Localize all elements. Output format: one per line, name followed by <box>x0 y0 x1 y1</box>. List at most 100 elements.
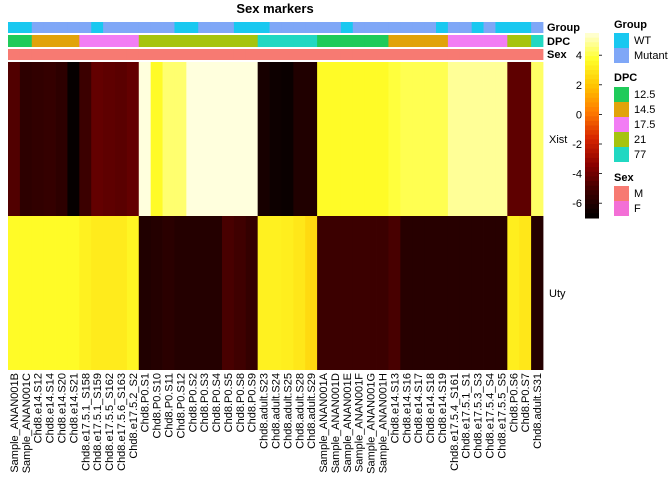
annotation-cell-dpc <box>495 35 508 47</box>
annotation-cell-group <box>340 22 354 33</box>
annotation-cell-sex <box>507 49 520 60</box>
legend-swatch <box>614 147 629 162</box>
annotation-cell-dpc <box>67 35 80 47</box>
annotation-cell-dpc <box>233 35 247 47</box>
annotation-cell-group <box>222 22 235 33</box>
annotation-cell-group <box>8 22 21 33</box>
annotation-cell-sex <box>55 49 68 60</box>
heatmap-cell <box>67 62 80 216</box>
colorbar-segment <box>585 93 599 99</box>
column-label: Sample_ANAN001H <box>378 373 390 473</box>
annotation-cell-group <box>150 22 163 33</box>
heatmap-cell <box>257 62 270 216</box>
annotation-cell-group <box>471 22 484 33</box>
annotation-cell-group <box>293 22 306 33</box>
annotation-cell-dpc <box>91 35 104 47</box>
colorbar-segment <box>585 107 599 113</box>
annotation-cell-dpc <box>305 35 318 47</box>
annotation-cell-group <box>245 22 259 33</box>
heatmap-cell <box>186 216 199 370</box>
colorbar-segment <box>585 42 599 48</box>
heatmap-cell <box>459 62 473 216</box>
heatmap-cell <box>233 62 247 216</box>
colorbar-tick-label: -2 <box>572 139 582 151</box>
colorbar-segment <box>585 176 599 182</box>
heatmap-cell <box>103 216 116 370</box>
heatmap-cell <box>317 216 330 370</box>
annotation-cell-dpc <box>412 35 425 47</box>
heatmap-cell <box>305 62 318 216</box>
annotation-cell-group <box>447 22 461 33</box>
annotation-cell-dpc <box>269 35 282 47</box>
annotation-cell-group <box>507 22 520 33</box>
heatmap-cell <box>412 62 425 216</box>
heatmap-cell <box>400 62 413 216</box>
heatmap-cell <box>174 62 187 216</box>
annotation-bars <box>8 22 544 60</box>
annotation-cell-sex <box>245 49 259 60</box>
annotation-cell-dpc <box>471 35 484 47</box>
column-label: Chd8.e14.S20 <box>57 373 69 443</box>
annotation-cell-dpc <box>388 35 401 47</box>
heatmap-cell <box>8 216 21 370</box>
column-label: Chd8.e17.5.4_S161 <box>449 373 461 471</box>
annotation-cell-group <box>305 22 318 33</box>
annotation-cell-sex <box>412 49 425 60</box>
annotation-cell-group <box>459 22 473 33</box>
column-label: Chd8.e17.5.1_S1 <box>461 373 473 459</box>
colorbar-segment <box>585 120 599 127</box>
colorbar-segment <box>585 130 599 136</box>
heatmap-cell <box>495 62 508 216</box>
annotation-cell-dpc <box>31 35 45 47</box>
colorbar-segment <box>585 185 599 191</box>
column-label: Chd8.e17.5.5_S5 <box>496 373 508 459</box>
colorbar-segment <box>585 70 599 76</box>
heatmap-cell <box>150 216 163 370</box>
annotation-cell-group <box>352 22 366 33</box>
legend-swatch <box>614 201 629 216</box>
annotation-cell-dpc <box>186 35 199 47</box>
annotation-cell-group <box>364 22 377 33</box>
annotation-cell-dpc <box>507 35 520 47</box>
annotation-cell-group <box>400 22 413 33</box>
colorbar-segment <box>585 208 599 214</box>
column-label: Chd8.adult.S23 <box>259 373 271 449</box>
heatmap-cell <box>436 62 449 216</box>
column-label: Chd8.P0.S9 <box>247 373 259 432</box>
annotation-cell-group <box>138 22 152 33</box>
heatmap-cell <box>162 216 175 370</box>
column-label: Chd8.e17.5.2_S2 <box>128 373 140 459</box>
annotation-cell-dpc <box>483 35 496 47</box>
annotation-cell-dpc <box>376 35 389 47</box>
annotation-cell-dpc <box>329 35 342 47</box>
column-label: Chd8.P0.S7 <box>520 373 532 432</box>
heatmap-cell <box>364 62 377 216</box>
annotation-cell-sex <box>198 49 211 60</box>
row-labels: Xist Uty <box>549 134 567 300</box>
annotation-cell-sex <box>174 49 187 60</box>
heatmap-cell <box>424 216 437 370</box>
heatmap-cell <box>329 62 342 216</box>
heatmap-cell <box>483 216 496 370</box>
annotation-cell-dpc <box>210 35 223 47</box>
column-label: Chd8.P0.S5 <box>223 373 235 432</box>
heatmap-cell <box>162 62 175 216</box>
column-label: Chd8.P0.S6 <box>508 373 520 432</box>
heatmap-cell <box>55 62 68 216</box>
heatmap-cell <box>388 62 401 216</box>
column-label: Chd8.adult.S29 <box>306 373 318 449</box>
annotation-cell-sex <box>126 49 140 60</box>
heatmap-cell <box>388 216 401 370</box>
annotation-cell-dpc <box>352 35 366 47</box>
colorbar-segment <box>585 199 599 205</box>
annotation-cell-dpc <box>55 35 68 47</box>
annotation-cell-group <box>210 22 223 33</box>
annotation-cell-group <box>495 22 508 33</box>
annotation-cell-group <box>126 22 140 33</box>
heatmap-cells <box>8 62 544 370</box>
heatmap-cell <box>507 216 520 370</box>
heatmap-cell <box>245 62 259 216</box>
annotation-cell-group <box>233 22 247 33</box>
colorbar-segment <box>585 153 599 159</box>
